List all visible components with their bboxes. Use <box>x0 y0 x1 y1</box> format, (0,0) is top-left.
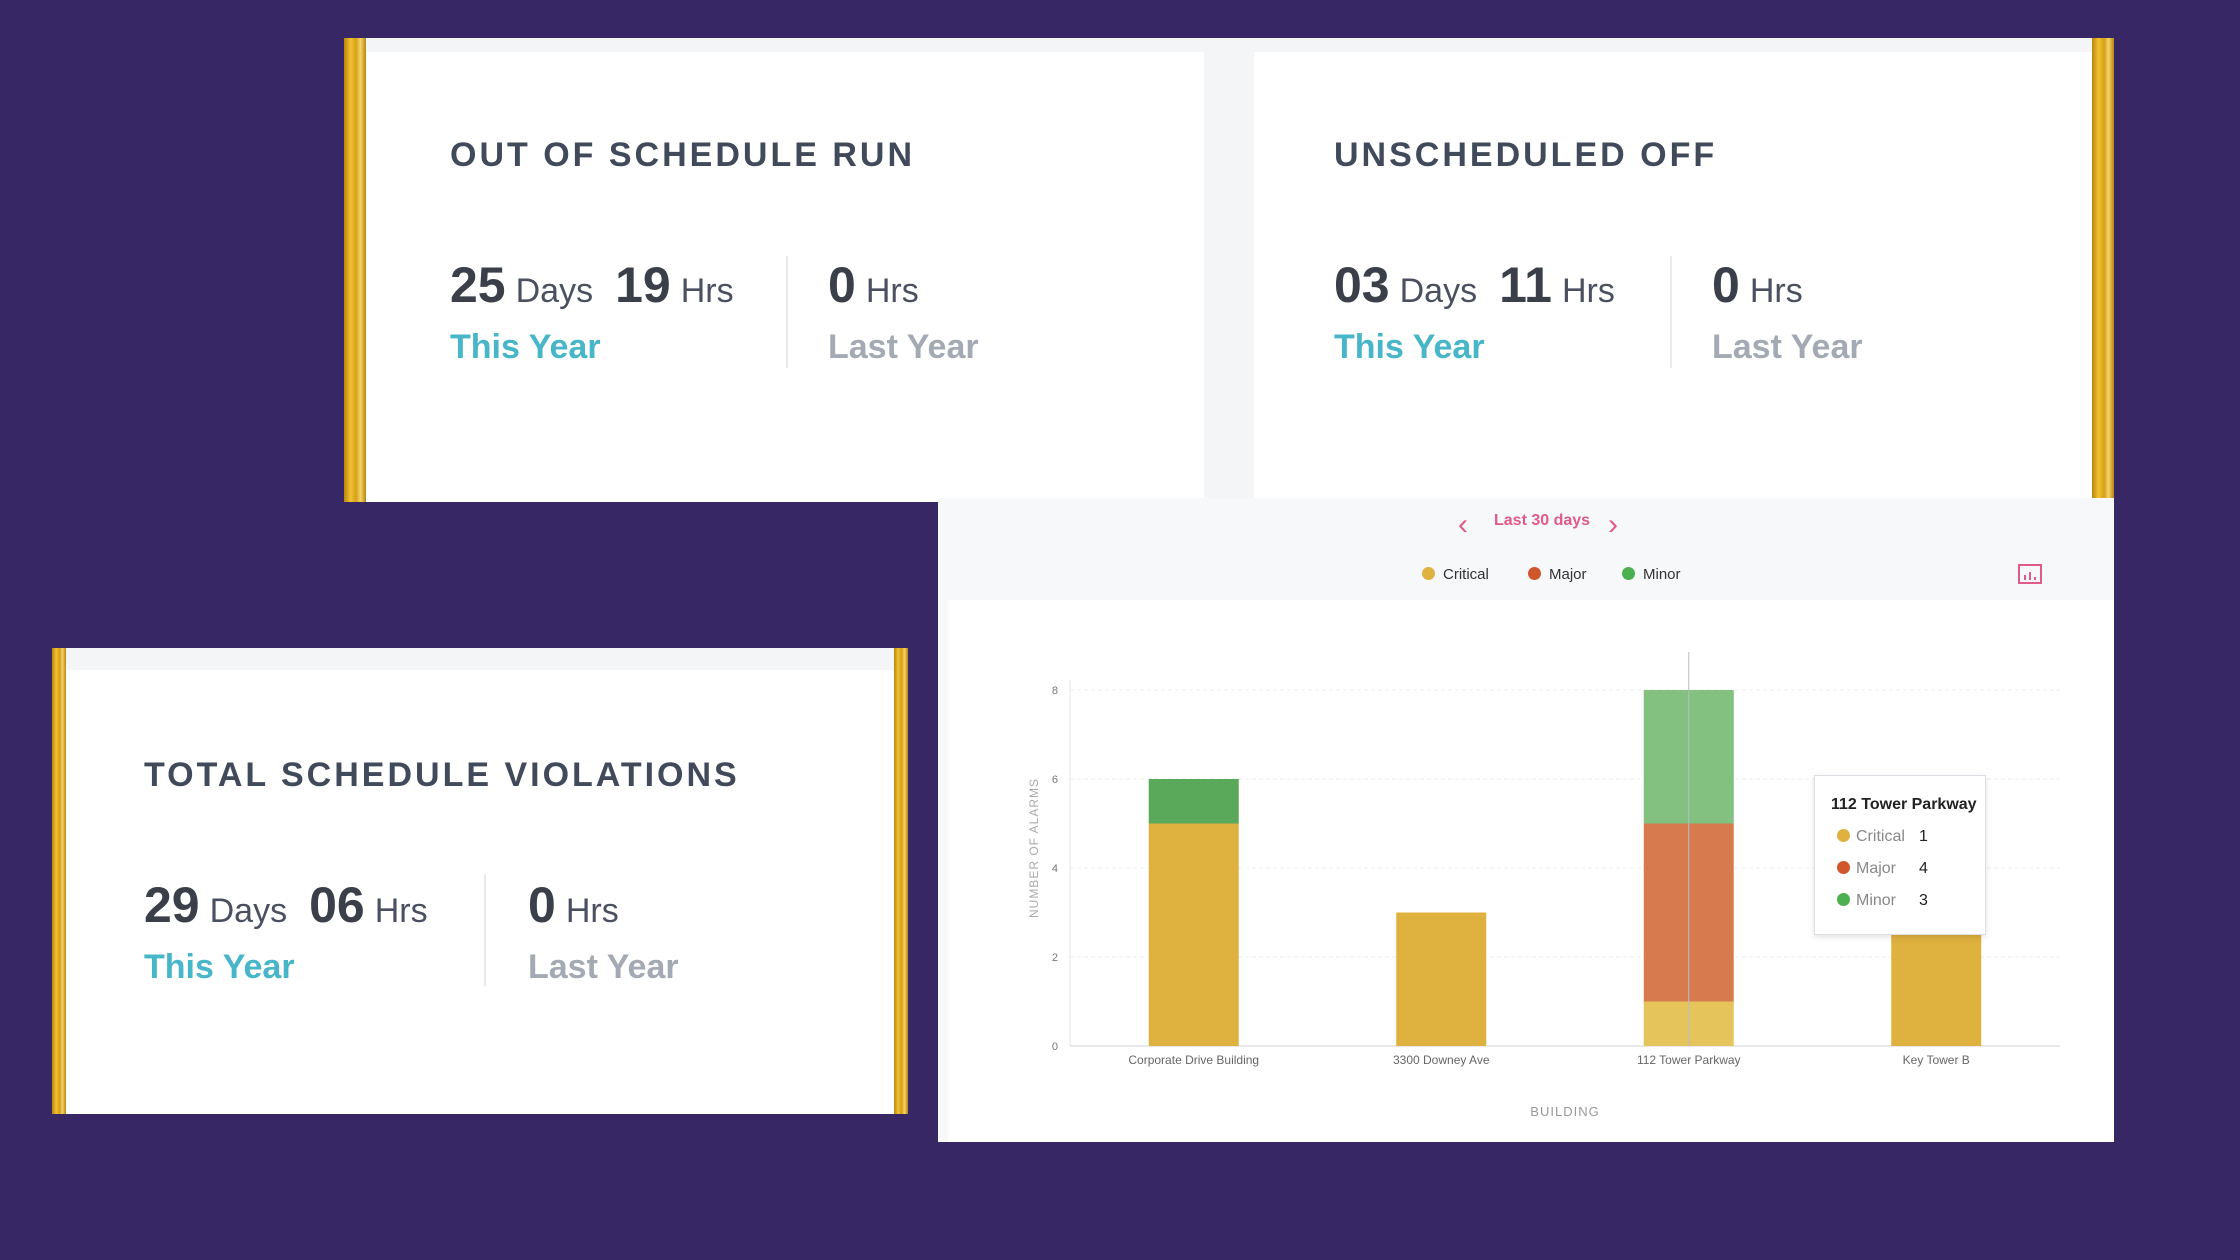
this-year-label: This Year <box>1334 328 1485 366</box>
legend-minor[interactable]: Minor <box>1622 566 1681 583</box>
last-year-stat: 0 Hrs <box>528 876 641 934</box>
bar-critical <box>1148 823 1239 1046</box>
last-year-label: Last Year <box>828 328 979 366</box>
hrs-value: 06 <box>309 877 365 933</box>
legend-major[interactable]: Major <box>1528 566 1587 583</box>
chevron-left-icon[interactable]: ‹ <box>1458 508 1468 541</box>
y-tick-label: 4 <box>1052 863 1058 875</box>
legend-label: Minor <box>1643 566 1681 583</box>
days-unit: Days <box>515 272 594 310</box>
hrs-unit: Hrs <box>1561 272 1615 310</box>
y-tick-label: 8 <box>1052 685 1058 697</box>
x-tick-label: 3300 Downey Ave <box>1393 1053 1490 1067</box>
tooltip-row-name: Minor <box>1856 892 1897 909</box>
y-tick-label: 6 <box>1052 774 1058 786</box>
last-hrs-unit: Hrs <box>865 272 919 310</box>
gold-border-right <box>894 648 908 1114</box>
x-tick-label: 112 Tower Parkway <box>1637 1053 1741 1067</box>
last-hrs-value: 0 <box>828 257 856 313</box>
y-tick-label: 0 <box>1052 1041 1058 1053</box>
last-hrs-unit: Hrs <box>565 892 619 930</box>
legend-dot-icon <box>1528 567 1541 580</box>
days-value: 25 <box>450 257 506 313</box>
tooltip-title: 112 Tower Parkway <box>1831 796 1977 813</box>
stacked-bar-chart: 0 2 4 6 8 Corporate Drive Building 3300 Downey… <box>1027 652 2060 1119</box>
card-title: TOTAL SCHEDULE VIOLATIONS <box>144 756 740 794</box>
chart-tooltip: 112 Tower Parkway Critical 1 Major 4 Minor… <box>1814 775 1986 935</box>
tooltip-row-name: Major <box>1856 860 1897 877</box>
last-year-label: Last Year <box>528 948 679 986</box>
days-value: 03 <box>1334 257 1390 313</box>
x-axis-title: BUILDING <box>1530 1104 1599 1119</box>
tooltip-row-name: Critical <box>1856 828 1905 845</box>
tooltip-row-value: 3 <box>1919 892 1928 909</box>
tooltip-dot-icon <box>1837 893 1850 906</box>
last-hrs-unit: Hrs <box>1749 272 1803 310</box>
last-hrs-value: 0 <box>528 877 556 933</box>
stat-divider <box>484 874 486 986</box>
this-year-label: This Year <box>144 948 295 986</box>
this-year-stat: 25 Days 19 Hrs <box>450 256 756 314</box>
last-year-label: Last Year <box>1712 328 1863 366</box>
hrs-value: 19 <box>615 257 671 313</box>
days-unit: Days <box>209 892 288 930</box>
card-gap-right <box>1204 38 1254 502</box>
hrs-unit: Hrs <box>374 892 428 930</box>
days-value: 29 <box>144 877 200 933</box>
this-year-label: This Year <box>450 328 601 366</box>
y-axis-title: NUMBER OF ALARMS <box>1027 778 1041 918</box>
bar-critical <box>1396 912 1487 1046</box>
card-top-strip <box>1254 38 2114 52</box>
x-tick-label: Key Tower B <box>1903 1053 1970 1067</box>
this-year-stat: 03 Days 11 Hrs <box>1334 256 1637 314</box>
legend-dot-icon <box>1622 567 1635 580</box>
tooltip-row-minor: Minor 3 <box>1837 892 1928 910</box>
stat-divider <box>786 256 788 368</box>
stat-divider <box>1670 256 1672 368</box>
card-title: UNSCHEDULED OFF <box>1334 136 1718 174</box>
card-top-strip <box>344 38 1204 52</box>
this-year-stat: 29 Days 06 Hrs <box>144 876 450 934</box>
legend-label: Major <box>1549 566 1587 583</box>
legend-label: Critical <box>1443 566 1489 583</box>
last-year-stat: 0 Hrs <box>1712 256 1825 314</box>
tooltip-row-value: 1 <box>1919 828 1928 845</box>
card-top-strip <box>52 648 908 670</box>
total-schedule-violations-card: TOTAL SCHEDULE VIOLATIONS 29 Days 06 Hrs Th… <box>52 648 908 1114</box>
last-year-stat: 0 Hrs <box>828 256 941 314</box>
tooltip-dot-icon <box>1837 861 1850 874</box>
y-tick-label: 2 <box>1052 952 1058 964</box>
x-tick-label: Corporate Drive Building <box>1128 1053 1259 1067</box>
days-unit: Days <box>1399 272 1478 310</box>
card-title: OUT OF SCHEDULE RUN <box>450 136 915 174</box>
hrs-value: 11 <box>1499 257 1552 313</box>
period-label: Last 30 days <box>1494 512 1591 529</box>
out-of-schedule-run-card: OUT OF SCHEDULE RUN 25 Days 19 Hrs This Yea… <box>344 38 1204 502</box>
tooltip-row-value: 4 <box>1919 860 1928 877</box>
legend-dot-icon <box>1422 567 1435 580</box>
gold-border-left <box>52 648 66 1114</box>
tooltip-row-critical: Critical 1 <box>1837 828 1928 846</box>
tooltip-row-major: Major 4 <box>1837 860 1928 878</box>
hrs-unit: Hrs <box>680 272 734 310</box>
tooltip-dot-icon <box>1837 829 1850 842</box>
gold-border-left <box>344 38 366 502</box>
gold-border-right <box>2092 38 2114 502</box>
bar-minor <box>1148 779 1239 824</box>
chevron-right-icon[interactable]: › <box>1608 508 1618 541</box>
last-hrs-value: 0 <box>1712 257 1740 313</box>
legend-critical[interactable]: Critical <box>1422 566 1489 583</box>
bar-chart-icon[interactable] <box>2018 564 2042 584</box>
